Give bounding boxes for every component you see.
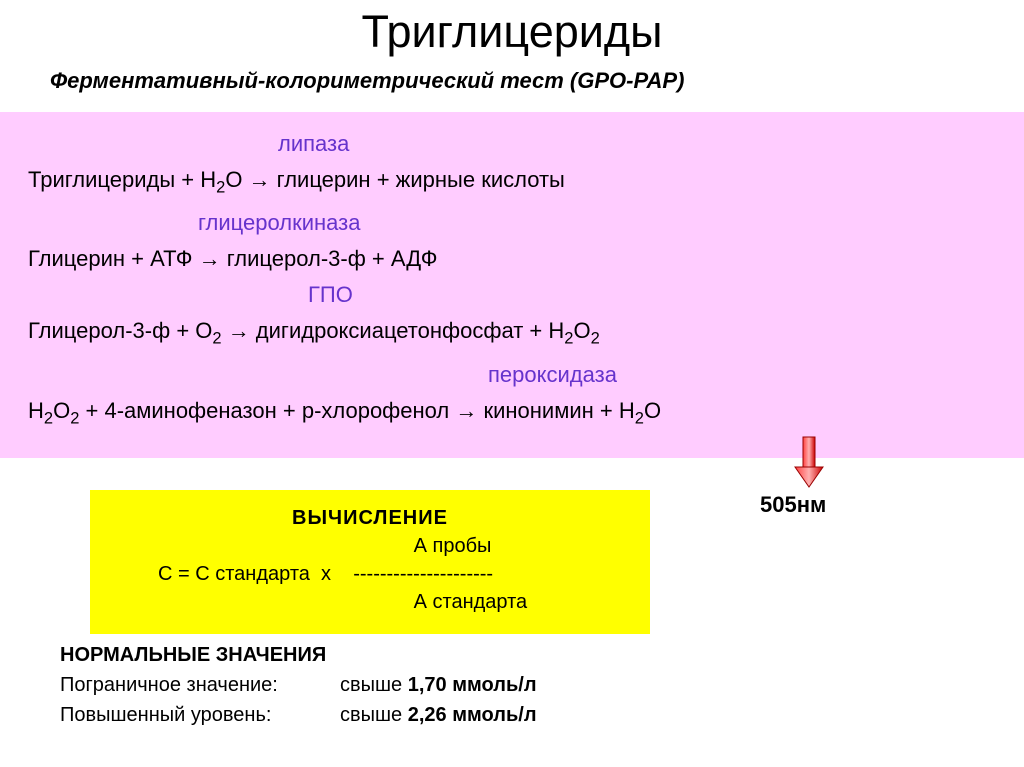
r3-after2: О: [573, 318, 590, 343]
norms-row-1-value: свыше 1,70 ммоль/л: [340, 670, 537, 700]
r3-s3: 2: [591, 330, 600, 348]
wavelength-label: 505нм: [760, 492, 826, 518]
norms-row-1-label: Пограничное значение:: [60, 670, 340, 700]
r4-s3: 2: [635, 409, 644, 427]
norms-row-1-prefix: свыше: [340, 674, 408, 696]
r1-left: Триглицериды + Н: [28, 167, 216, 192]
page-title: Триглицериды: [0, 0, 1024, 58]
reactions-panel: липаза Триглицериды + Н2О → глицерин + ж…: [0, 112, 1024, 458]
reaction-2: Глицерин + АТФ → глицерол-3-ф + АДФ: [28, 241, 996, 277]
norms-row-1: Пограничное значение: свыше 1,70 ммоль/л: [60, 670, 537, 700]
r4-m1: О: [53, 398, 70, 423]
arrow-down-icon: [792, 435, 826, 489]
enzyme-3: ГПО: [28, 277, 996, 313]
r1-after: О → глицерин + жирные кислоты: [225, 167, 565, 192]
r3-mid: → дигидроксиацетонфосфат + Н: [222, 318, 565, 343]
r4-s1: 2: [44, 409, 53, 427]
reaction-4: Н2О2 + 4-аминофеназон + р-хлорофенол → к…: [28, 393, 996, 436]
r1-sub: 2: [216, 178, 225, 196]
r3-left: Глицерол-3-ф + О: [28, 318, 212, 343]
r4-mid: + 4-аминофеназон + р-хлорофенол → кинони…: [79, 398, 634, 423]
calculation-panel: ВЫЧИСЛЕНИЕ А пробы С = С стандарта х ---…: [90, 490, 650, 634]
r4-s2: 2: [70, 409, 79, 427]
normal-values: НОРМАЛЬНЫЕ ЗНАЧЕНИЯ Пограничное значение…: [60, 640, 537, 730]
calc-line-mid: С = С стандарта х ---------------------: [108, 560, 632, 588]
r3-s1: 2: [212, 330, 221, 348]
r4-left: Н: [28, 398, 44, 423]
enzyme-1: липаза: [28, 126, 996, 162]
calc-line-bot: А стандарта: [108, 588, 632, 616]
r4-end: О: [644, 398, 661, 423]
reaction-3: Глицерол-3-ф + О2 → дигидроксиацетонфосф…: [28, 313, 996, 356]
enzyme-2: глицеролкиназа: [28, 205, 996, 241]
norms-row-2-unit: ммоль/л: [447, 704, 537, 726]
norms-row-2-value: свыше 2,26 ммоль/л: [340, 700, 537, 730]
norms-row-2-label: Повышенный уровень:: [60, 700, 340, 730]
subtitle: Ферментативный-колориметрический тест (G…: [0, 58, 1024, 94]
reaction-1: Триглицериды + Н2О → глицерин + жирные к…: [28, 162, 996, 205]
norms-row-1-num: 1,70: [408, 674, 447, 696]
enzyme-4: пероксидаза: [28, 357, 996, 393]
norms-row-2-prefix: свыше: [340, 704, 408, 726]
norms-row-2-num: 2,26: [408, 704, 447, 726]
norms-row-2: Повышенный уровень: свыше 2,26 ммоль/л: [60, 700, 537, 730]
calc-heading: ВЫЧИСЛЕНИЕ: [108, 504, 632, 532]
calc-line-top: А пробы: [108, 532, 632, 560]
norms-heading: НОРМАЛЬНЫЕ ЗНАЧЕНИЯ: [60, 640, 537, 670]
norms-row-1-unit: ммоль/л: [447, 674, 537, 696]
